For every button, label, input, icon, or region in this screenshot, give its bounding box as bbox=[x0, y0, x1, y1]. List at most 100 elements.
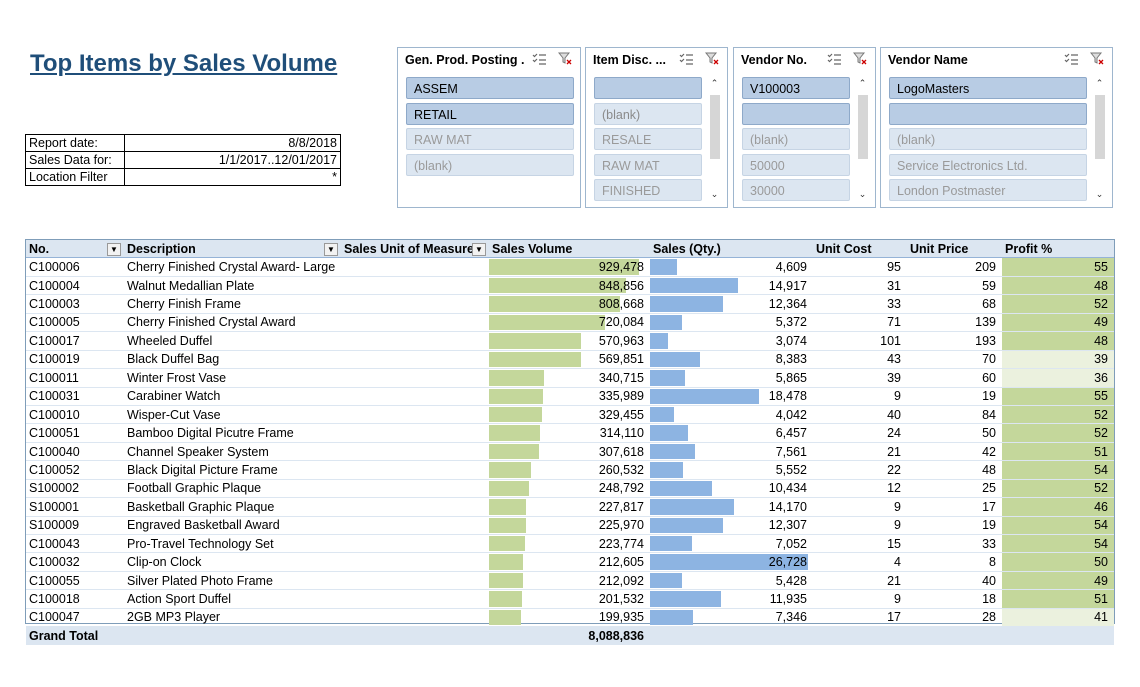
cell-uom[interactable] bbox=[341, 460, 489, 480]
cell-sales-qty[interactable]: 5,865 bbox=[650, 368, 813, 388]
slicer-item[interactable] bbox=[889, 102, 1087, 125]
cell-uom[interactable] bbox=[341, 387, 489, 406]
cell-sales-qty[interactable]: 11,935 bbox=[650, 589, 813, 609]
cell-unit-cost[interactable]: 43 bbox=[813, 350, 907, 370]
cell-sales-volume[interactable]: 335,989 bbox=[489, 387, 650, 406]
cell-unit-cost[interactable]: 95 bbox=[813, 257, 907, 277]
scroll-down-icon[interactable]: ⌄ bbox=[710, 189, 719, 199]
multi-select-icon[interactable] bbox=[532, 52, 546, 65]
cell-profit[interactable]: 54 bbox=[1002, 534, 1114, 554]
slicer-item[interactable]: (blank) bbox=[742, 128, 850, 150]
cell-uom[interactable] bbox=[341, 442, 489, 462]
cell-unit-price[interactable]: 48 bbox=[907, 460, 1002, 480]
cell-profit[interactable]: 48 bbox=[1002, 276, 1114, 296]
cell-description[interactable]: Action Sport Duffel bbox=[124, 589, 341, 609]
slicer-item[interactable]: (blank) bbox=[406, 153, 574, 176]
filter-icon[interactable]: ▼ bbox=[107, 243, 121, 256]
cell-uom[interactable] bbox=[341, 516, 489, 536]
cell-profit[interactable]: 51 bbox=[1002, 589, 1114, 609]
cell-unit-price[interactable]: 209 bbox=[907, 257, 1002, 277]
cell-sales-volume[interactable]: 570,963 bbox=[489, 331, 650, 351]
slicer-item[interactable]: LogoMasters bbox=[889, 77, 1087, 99]
cell-unit-cost[interactable]: 17 bbox=[813, 608, 907, 628]
cell-unit-price[interactable]: 70 bbox=[907, 350, 1002, 370]
cell-no[interactable]: C100018 bbox=[26, 589, 124, 609]
cell-uom[interactable] bbox=[341, 368, 489, 388]
cell-sales-qty[interactable]: 6,457 bbox=[650, 423, 813, 443]
header-uom[interactable]: Sales Unit of Measure ▼ bbox=[341, 240, 489, 259]
cell-description[interactable]: Walnut Medallian Plate bbox=[124, 276, 341, 296]
cell-sales-qty[interactable]: 14,170 bbox=[650, 497, 813, 517]
cell-sales-qty[interactable]: 10,434 bbox=[650, 479, 813, 499]
clear-filter-icon[interactable] bbox=[558, 52, 572, 65]
cell-description[interactable]: Black Digital Picture Frame bbox=[124, 460, 341, 480]
slicer-item[interactable]: Service Electronics Ltd. bbox=[889, 153, 1087, 176]
dropdown-icon[interactable]: ▼ bbox=[472, 243, 486, 256]
cell-profit[interactable]: 36 bbox=[1002, 368, 1114, 388]
cell-sales-volume[interactable]: 212,605 bbox=[489, 552, 650, 572]
slicer-scrollbar[interactable]: ⌃ ⌄ bbox=[1093, 77, 1106, 201]
cell-unit-cost[interactable]: 39 bbox=[813, 368, 907, 388]
slicer-item[interactable]: (blank) bbox=[594, 102, 702, 125]
cell-no[interactable]: C100010 bbox=[26, 405, 124, 425]
cell-profit[interactable]: 54 bbox=[1002, 516, 1114, 536]
scroll-thumb[interactable] bbox=[858, 95, 868, 159]
cell-unit-cost[interactable]: 31 bbox=[813, 276, 907, 296]
multi-select-icon[interactable] bbox=[679, 52, 693, 65]
cell-sales-qty[interactable]: 4,609 bbox=[650, 257, 813, 277]
cell-description[interactable]: Wisper-Cut Vase bbox=[124, 405, 341, 425]
cell-no[interactable]: S100001 bbox=[26, 497, 124, 517]
cell-profit[interactable]: 55 bbox=[1002, 387, 1114, 406]
cell-unit-price[interactable]: 68 bbox=[907, 294, 1002, 314]
cell-unit-cost[interactable]: 15 bbox=[813, 534, 907, 554]
cell-unit-cost[interactable]: 12 bbox=[813, 479, 907, 499]
info-value[interactable]: * bbox=[124, 168, 341, 186]
cell-no[interactable]: C100003 bbox=[26, 294, 124, 314]
cell-sales-volume[interactable]: 212,092 bbox=[489, 571, 650, 591]
cell-profit[interactable]: 51 bbox=[1002, 442, 1114, 462]
slicer-scrollbar[interactable]: ⌃ ⌄ bbox=[708, 77, 721, 201]
cell-uom[interactable] bbox=[341, 479, 489, 499]
cell-sales-volume[interactable]: 808,668 bbox=[489, 294, 650, 314]
slicer-item[interactable]: RAW MAT bbox=[594, 153, 702, 176]
cell-unit-cost[interactable]: 101 bbox=[813, 331, 907, 351]
cell-no[interactable]: C100005 bbox=[26, 313, 124, 333]
cell-profit[interactable]: 52 bbox=[1002, 479, 1114, 499]
slicer-item[interactable]: (blank) bbox=[889, 128, 1087, 150]
cell-no[interactable]: C100032 bbox=[26, 552, 124, 572]
cell-uom[interactable] bbox=[341, 534, 489, 554]
cell-description[interactable]: Football Graphic Plaque bbox=[124, 479, 341, 499]
cell-sales-volume[interactable]: 223,774 bbox=[489, 534, 650, 554]
filter-icon[interactable]: ▼ bbox=[324, 243, 338, 256]
header-sales-qty[interactable]: Sales (Qty.) bbox=[650, 240, 813, 259]
cell-unit-price[interactable]: 33 bbox=[907, 534, 1002, 554]
cell-unit-cost[interactable]: 4 bbox=[813, 552, 907, 572]
multi-select-icon[interactable] bbox=[1064, 52, 1078, 65]
cell-sales-qty[interactable]: 12,364 bbox=[650, 294, 813, 314]
cell-description[interactable]: Clip-on Clock bbox=[124, 552, 341, 572]
scroll-up-icon[interactable]: ⌃ bbox=[858, 78, 867, 88]
cell-uom[interactable] bbox=[341, 497, 489, 517]
header-description[interactable]: Description ▼ bbox=[124, 240, 341, 259]
cell-description[interactable]: Cherry Finished Crystal Award bbox=[124, 313, 341, 333]
cell-description[interactable]: Silver Plated Photo Frame bbox=[124, 571, 341, 591]
cell-unit-cost[interactable]: 21 bbox=[813, 442, 907, 462]
cell-profit[interactable]: 48 bbox=[1002, 331, 1114, 351]
cell-sales-qty[interactable]: 7,346 bbox=[650, 608, 813, 628]
cell-no[interactable]: C100047 bbox=[26, 608, 124, 628]
cell-unit-cost[interactable]: 40 bbox=[813, 405, 907, 425]
cell-description[interactable]: Channel Speaker System bbox=[124, 442, 341, 462]
cell-unit-cost[interactable]: 9 bbox=[813, 387, 907, 406]
cell-unit-price[interactable]: 18 bbox=[907, 589, 1002, 609]
cell-sales-qty[interactable]: 4,042 bbox=[650, 405, 813, 425]
slicer-scrollbar[interactable]: ⌃ ⌄ bbox=[856, 77, 869, 201]
cell-unit-cost[interactable]: 9 bbox=[813, 497, 907, 517]
cell-unit-cost[interactable]: 33 bbox=[813, 294, 907, 314]
cell-uom[interactable] bbox=[341, 294, 489, 314]
cell-unit-cost[interactable]: 24 bbox=[813, 423, 907, 443]
cell-no[interactable]: C100040 bbox=[26, 442, 124, 462]
info-value[interactable]: 1/1/2017..12/01/2017 bbox=[124, 151, 341, 169]
cell-unit-price[interactable]: 19 bbox=[907, 387, 1002, 406]
cell-description[interactable]: Wheeled Duffel bbox=[124, 331, 341, 351]
cell-description[interactable]: Engraved Basketball Award bbox=[124, 516, 341, 536]
